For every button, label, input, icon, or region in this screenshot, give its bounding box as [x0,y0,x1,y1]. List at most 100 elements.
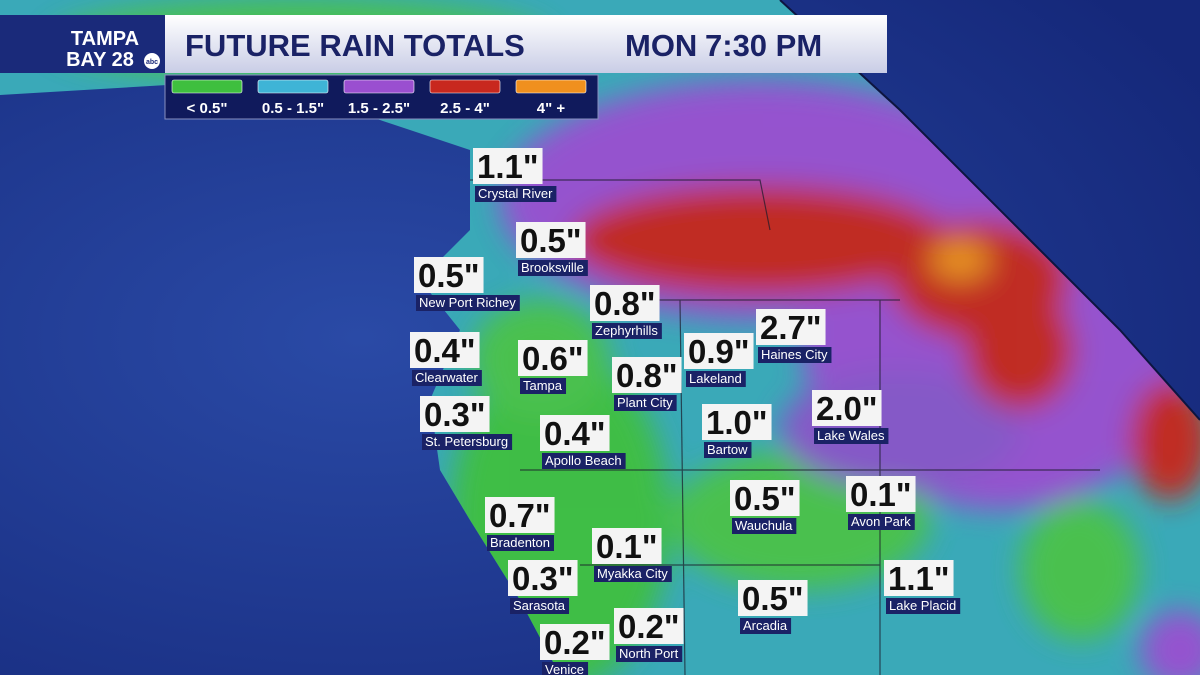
name-box [416,295,520,311]
value-box [756,309,826,345]
rain-total: 0.1" [596,528,658,565]
city: 0.5"Arcadia [738,580,808,634]
coastline [779,0,1200,421]
value-box [614,608,684,644]
logo-line1: TAMPA [71,28,139,50]
value-box [702,404,772,440]
rain-total: 0.8" [594,285,656,322]
name-box [510,598,570,614]
legend-swatch [257,79,329,94]
city-name: Haines City [761,347,828,362]
legend: < 0.5" 0.5 - 1.5" 1.5 - 2.5" 2.5 - 4" 4" + [171,79,587,117]
city-name: Plant City [617,395,673,410]
city-name: Myakka City [597,566,668,581]
rain-total: 0.9" [688,333,750,370]
name-box [814,428,889,444]
value-box [884,560,954,596]
city: 0.4"Clearwater [410,332,482,386]
city-name: Venice [545,662,584,675]
city: 0.2"North Port [614,608,684,662]
value-box [812,390,882,426]
rain-total: 0.5" [418,257,480,294]
legend-label: < 0.5" [187,100,228,117]
name-box [740,618,792,634]
legend-swatch [515,79,587,94]
rain-total: 0.1" [850,476,912,513]
rain-total: 0.3" [512,560,574,597]
rain-total: 0.4" [544,415,606,452]
name-box [594,566,672,582]
name-box [886,598,961,614]
name-box [704,442,752,458]
value-box [518,340,588,376]
value-box [540,624,610,660]
city: 0.4"Apollo Beach [540,415,626,469]
name-box [475,186,557,202]
value-box [420,396,490,432]
value-box [516,222,586,258]
rain-total: 0.3" [424,396,486,433]
value-box [612,357,682,393]
title-banner [165,15,887,73]
value-box [473,148,543,184]
name-box [542,453,626,469]
logo-line2: BAY 28 [66,49,134,71]
value-box [738,580,808,616]
legend-label: 4" + [537,100,566,117]
legend-label: 2.5 - 4" [440,100,490,117]
city-name: North Port [619,646,679,661]
city: 0.8"Plant City [612,357,682,411]
name-box [487,535,554,551]
rain-total: 0.5" [520,222,582,259]
city-name: Lake Wales [817,428,885,443]
name-box [592,323,662,339]
city: 0.3"Sarasota [508,560,578,614]
time: 7:30 PM [705,28,822,63]
city-name: St. Petersburg [425,434,508,449]
city-name: Avon Park [851,514,911,529]
city: 0.7"Bradenton [485,497,555,551]
city-name: Crystal River [478,186,553,201]
legend-label: 0.5 - 1.5" [262,100,324,117]
rain-total: 2.0" [816,390,878,427]
rain-total: 0.2" [618,608,680,645]
city: 1.0"Bartow [702,404,772,458]
legend-swatch [171,79,243,94]
rain-total: 1.0" [706,404,768,441]
city: 2.0"Lake Wales [812,390,889,444]
city-name: Wauchula [735,518,793,533]
name-box [518,260,588,276]
value-box [485,497,555,533]
city-name: New Port Richey [419,295,516,310]
city-name: Sarasota [513,598,566,613]
name-box [758,347,832,363]
city: 1.1"Lake Placid [884,560,961,614]
name-box [614,395,677,411]
value-box [410,332,480,368]
name-box [686,371,746,387]
rain-total: 0.8" [616,357,678,394]
legend-swatch [343,79,415,94]
logo-box [0,15,165,73]
value-box [590,285,660,321]
logo-network-badge [144,53,160,69]
rain-total: 0.4" [414,332,476,369]
city: 0.1"Avon Park [846,476,916,530]
name-box [412,370,482,386]
name-box [732,518,797,534]
city-name: Lakeland [689,371,742,386]
rain-total: 0.2" [544,624,606,661]
logo-network: abc [146,59,158,66]
city-labels: 1.1"Crystal River0.5"Brooksville0.5"New … [410,148,961,678]
city: 2.7"Haines City [756,309,832,363]
name-box [520,378,567,394]
value-box [846,476,916,512]
value-box [684,333,754,369]
city: 0.5"Brooksville [516,222,588,276]
city-name: Arcadia [743,618,788,633]
value-box [592,528,662,564]
city: 0.3"St. Petersburg [420,396,513,450]
city-name: Lake Placid [889,598,956,613]
rain-total: 0.7" [489,497,551,534]
